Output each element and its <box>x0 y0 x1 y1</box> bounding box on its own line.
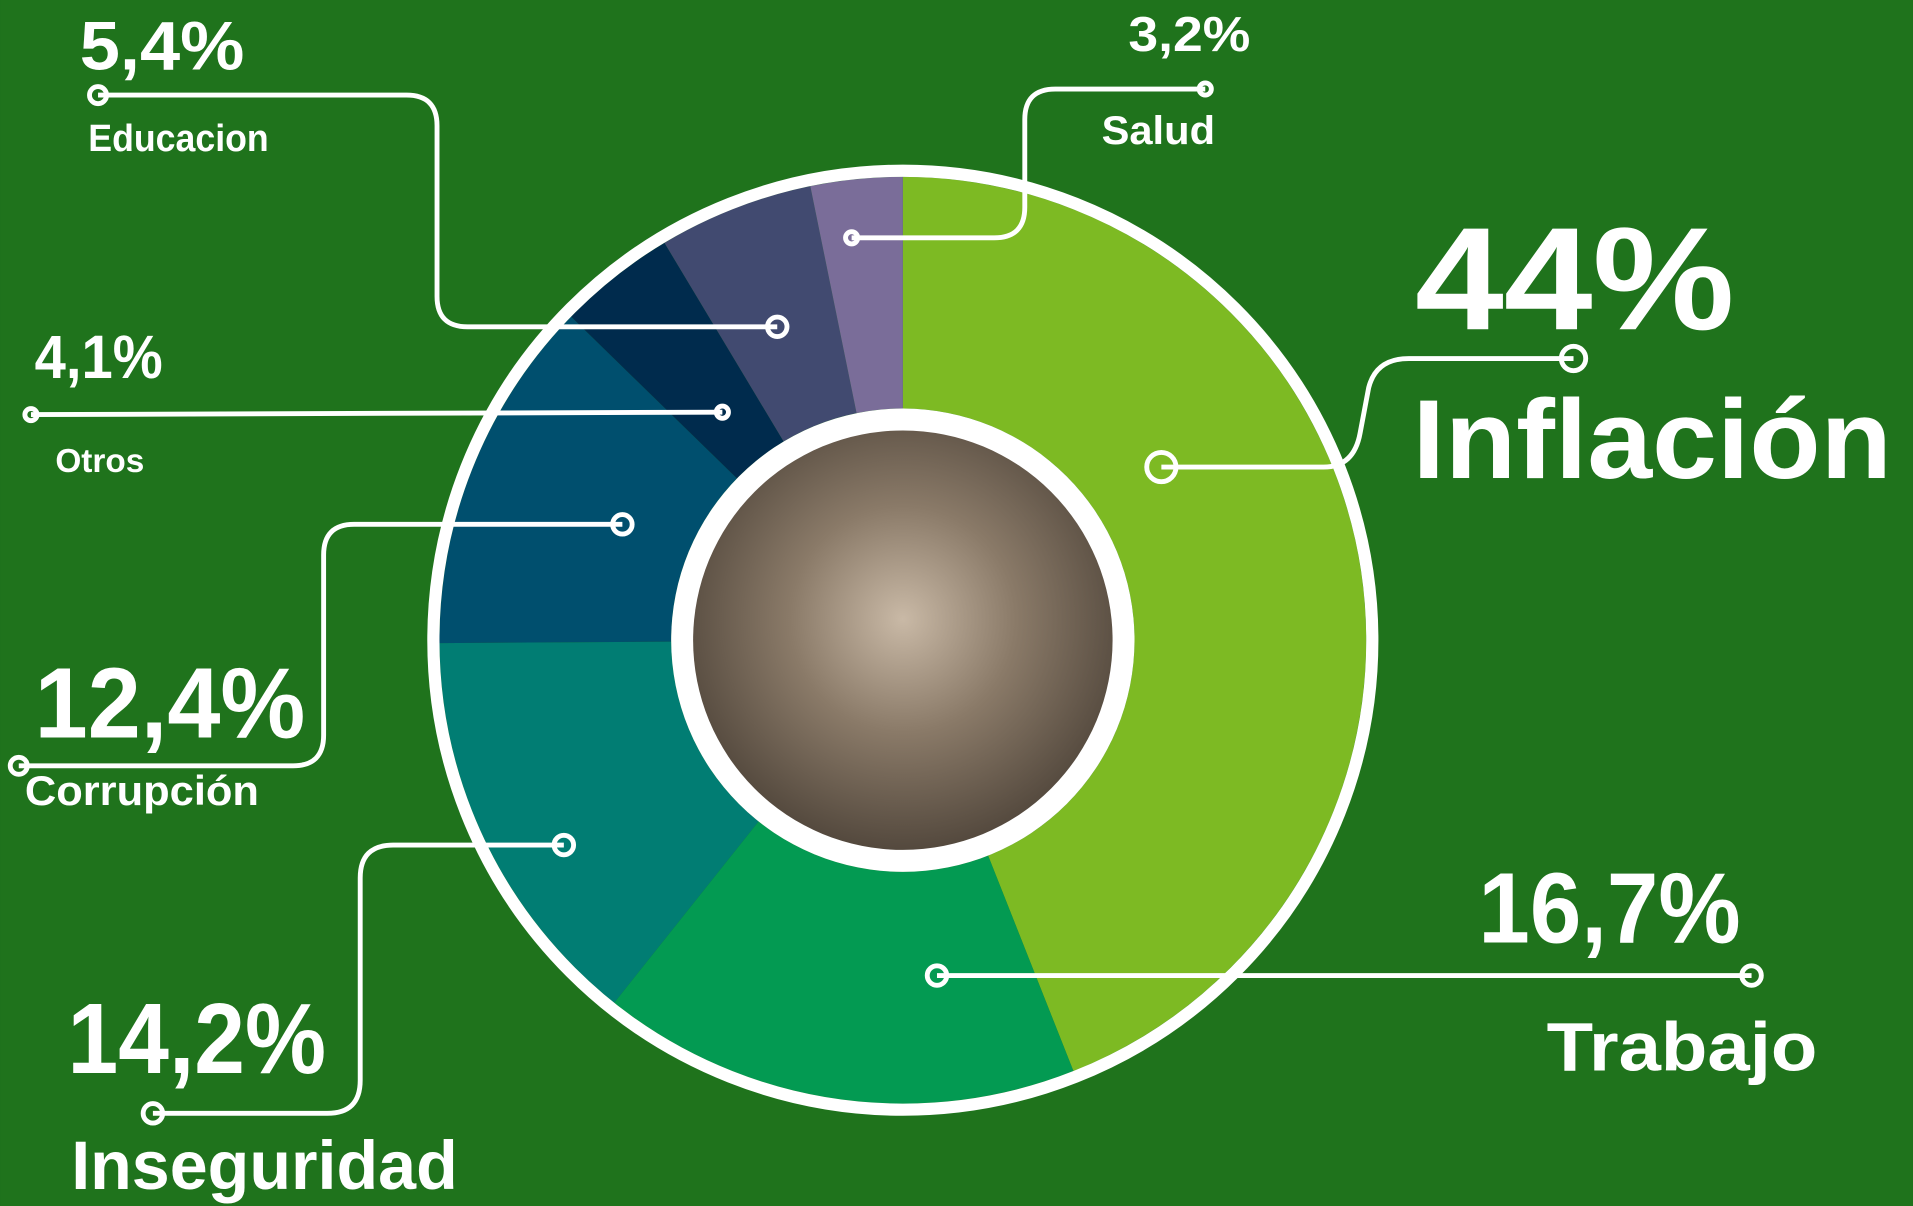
category-label: Inseguridad <box>71 1128 458 1204</box>
value-label: 14,2% <box>68 983 327 1095</box>
category-label: Inflación <box>1413 376 1892 502</box>
leader-dot <box>140 1101 166 1126</box>
category-label: Otros <box>55 442 144 479</box>
outer-ring <box>427 164 1379 1116</box>
category-label: Corrupción <box>25 767 259 814</box>
leader-line <box>851 86 1206 241</box>
value-label: 44% <box>1415 198 1734 361</box>
leader-dot <box>843 229 861 247</box>
leader-line <box>98 92 778 330</box>
value-label: 16,7% <box>1478 853 1740 965</box>
value-label: 3,2% <box>1128 8 1250 62</box>
leader-dot <box>22 406 40 424</box>
leader-line <box>18 521 623 769</box>
slice <box>439 641 759 1003</box>
slice <box>902 176 1367 1072</box>
leader-dot <box>765 314 790 339</box>
leader-dot <box>551 832 577 858</box>
value-label: 5,4% <box>80 9 245 85</box>
leader-dot <box>1144 449 1179 485</box>
leader-dot <box>610 512 635 537</box>
category-label: Trabajo <box>1547 1010 1818 1086</box>
leader-dot <box>1739 963 1764 988</box>
leader-line <box>152 842 564 1116</box>
slice <box>614 821 1074 1104</box>
value-label: 4,1% <box>35 323 163 391</box>
leader-dot <box>1196 80 1214 98</box>
category-label: Salud <box>1102 108 1215 153</box>
leader-dot <box>7 754 30 777</box>
slice <box>664 186 857 442</box>
value-label: 12,4% <box>35 648 306 760</box>
leader-line <box>30 409 723 418</box>
slice <box>571 242 784 479</box>
leader-dot <box>713 403 731 421</box>
center-photo <box>693 430 1113 850</box>
slices <box>439 176 1367 1104</box>
category-label: Educacion <box>88 118 268 160</box>
leader-dot <box>924 963 950 988</box>
leader-dot <box>1558 343 1589 374</box>
leader-line <box>1161 356 1574 470</box>
slice <box>439 316 737 644</box>
labels: 44% Inflación 16,7% Trabajo 14,2% Inseguridad… <box>7 8 1892 1204</box>
leader-dot <box>87 84 110 107</box>
